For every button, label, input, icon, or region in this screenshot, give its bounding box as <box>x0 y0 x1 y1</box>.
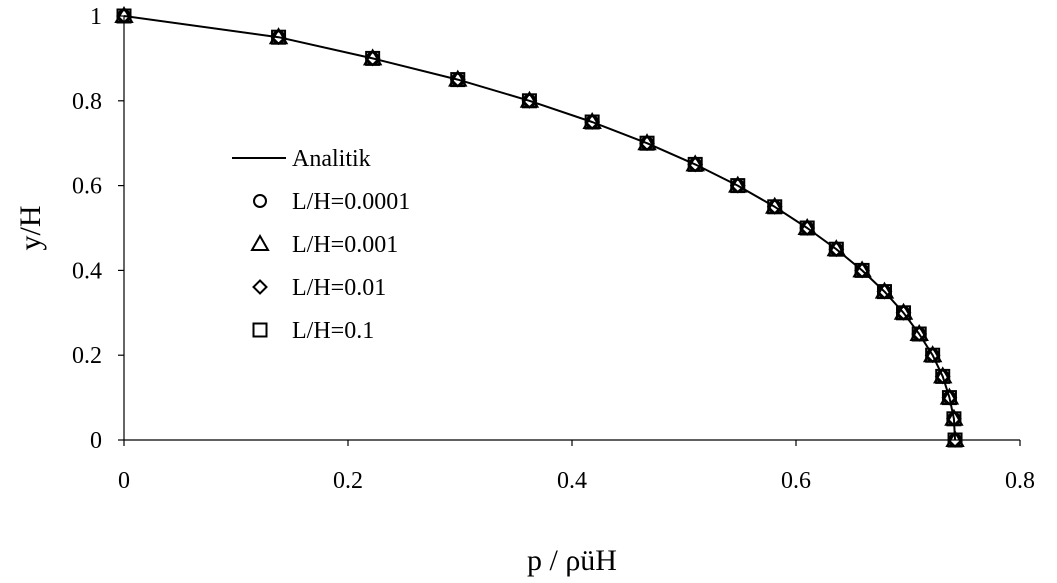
square-marker <box>941 390 957 406</box>
square-marker <box>896 305 912 321</box>
square-marker <box>935 368 951 384</box>
series-square-markers <box>116 8 963 448</box>
x-tick-label: 0.8 <box>1005 468 1035 494</box>
series-none-line <box>123 15 957 441</box>
square-marker <box>116 8 132 24</box>
y-tick-label: 1 <box>90 4 102 30</box>
square-marker <box>925 347 941 363</box>
series-diamond-markers <box>116 8 963 448</box>
series-circle-markers <box>117 9 963 447</box>
legend-diamond-swatch <box>252 279 268 295</box>
x-ticks: 0 0.2 0.4 0.6 0.8 <box>118 440 1035 494</box>
square-marker <box>521 93 537 109</box>
legend-label: L/H=0.001 <box>292 232 398 258</box>
legend-item: Analitik <box>232 146 371 172</box>
legend-square-swatch <box>252 322 268 338</box>
square-marker <box>584 114 600 130</box>
x-axis-title: p / ρüH <box>527 544 617 577</box>
legend-label: L/H=0.0001 <box>292 189 410 215</box>
y-tick-label: 0.2 <box>72 343 102 369</box>
y-axis-title: y/H <box>14 206 47 251</box>
analytic-curve <box>123 15 957 441</box>
square-marker <box>799 220 815 236</box>
series-layer <box>114 5 965 448</box>
legend-item: L/H=0.0001 <box>253 189 410 215</box>
legend-item: L/H=0.001 <box>250 232 398 258</box>
square-marker <box>911 326 927 342</box>
square-marker <box>365 50 381 66</box>
square-marker <box>687 156 703 172</box>
legend-label: Analitik <box>292 146 371 172</box>
y-tick-label: 0.4 <box>72 258 102 284</box>
x-tick-label: 0.4 <box>557 468 587 494</box>
square-marker <box>730 178 746 194</box>
square-marker <box>450 72 466 88</box>
y-tick-label: 0 <box>90 428 102 454</box>
y-tick-label: 0.8 <box>72 89 102 115</box>
legend-item: L/H=0.1 <box>252 318 374 344</box>
legend-circle-swatch <box>253 194 267 208</box>
y-ticks: 0 0.2 0.4 0.6 0.8 1 <box>72 4 124 454</box>
legend: Analitik L/H=0.0001 L/H=0.001 L/H=0.01 L/H=0… <box>232 146 410 344</box>
legend-item: L/H=0.01 <box>252 275 386 301</box>
square-marker <box>947 432 963 448</box>
x-tick-label: 0 <box>118 468 130 494</box>
square-marker <box>639 135 655 151</box>
series-triangle-markers <box>114 5 965 447</box>
square-marker <box>828 241 844 257</box>
square-marker <box>876 284 892 300</box>
legend-label: L/H=0.01 <box>292 275 386 301</box>
axes: 0 0.2 0.4 0.6 0.8 0 0.2 0.4 0.6 0.8 1 <box>72 4 1035 494</box>
square-marker <box>854 262 870 278</box>
square-marker <box>946 411 962 427</box>
legend-label: L/H=0.1 <box>292 318 374 344</box>
y-tick-label: 0.6 <box>72 174 102 200</box>
x-tick-label: 0.2 <box>333 468 363 494</box>
square-marker <box>271 29 287 45</box>
x-tick-label: 0.6 <box>781 468 811 494</box>
legend-triangle-swatch <box>250 233 270 251</box>
square-marker <box>767 199 783 215</box>
